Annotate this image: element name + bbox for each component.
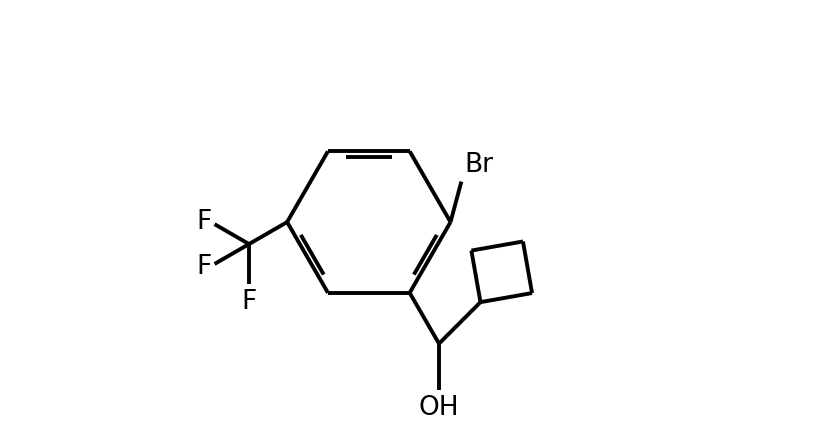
Text: OH: OH <box>419 395 460 421</box>
Text: F: F <box>241 289 257 315</box>
Text: Br: Br <box>465 152 494 178</box>
Text: F: F <box>196 209 211 235</box>
Text: F: F <box>196 254 211 280</box>
